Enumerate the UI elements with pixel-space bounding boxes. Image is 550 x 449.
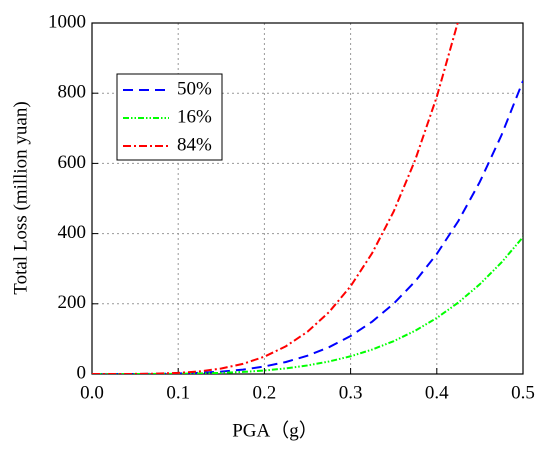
y-tick-label: 0 <box>77 362 87 383</box>
x-tick-label: 0.4 <box>425 382 449 403</box>
legend-label: 16% <box>177 106 212 127</box>
y-axis-label: Total Loss (million yuan) <box>10 101 31 294</box>
y-tick-label: 1000 <box>48 11 86 32</box>
legend-label: 50% <box>177 78 212 99</box>
x-tick-label: 0.0 <box>80 382 104 403</box>
y-tick-label: 400 <box>58 222 87 243</box>
legend-label: 84% <box>177 134 212 155</box>
x-tick-label: 0.2 <box>253 382 277 403</box>
y-tick-label: 800 <box>58 82 87 103</box>
plot-frame <box>91 22 524 375</box>
line <box>92 236 523 374</box>
y-tick-label: 600 <box>58 152 87 173</box>
x-tick-label: 0.3 <box>339 382 363 403</box>
x-tick-label: 0.5 <box>511 382 535 403</box>
x-axis-label: PGA（g） <box>232 419 318 441</box>
x-tick-label: 0.1 <box>166 382 190 403</box>
plot-area <box>92 23 523 374</box>
y-tick-label: 200 <box>58 292 87 313</box>
